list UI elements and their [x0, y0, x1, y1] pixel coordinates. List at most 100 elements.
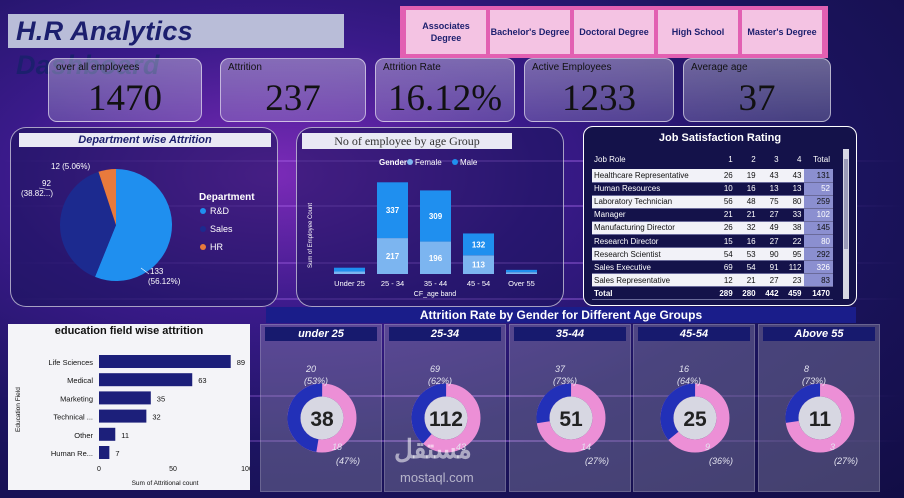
- bar-female[interactable]: [506, 272, 537, 274]
- bar-male[interactable]: [463, 233, 494, 256]
- job-satisfaction-panel: Job Satisfaction Rating Job Role 1 2 3 4…: [583, 126, 857, 306]
- x-tick-label: 50: [169, 466, 177, 473]
- education-bar-chart: Education Field Sum of Attritional count…: [15, 355, 250, 487]
- donut-card: 45-54 25 16 (64%) 9 (36%): [633, 324, 755, 492]
- job-role-cell: Research Scientist: [592, 247, 713, 262]
- donut-header: 25-34: [389, 327, 501, 341]
- x-tick-label: 100: [241, 466, 250, 473]
- kpi-label: Attrition Rate: [383, 62, 441, 73]
- y-tick-label: Other: [74, 431, 93, 440]
- pie-slice-rd[interactable]: [94, 169, 172, 281]
- male-pct-label: (27%): [585, 456, 609, 466]
- female-pct-label: (73%): [802, 376, 826, 386]
- bar-female[interactable]: [334, 271, 365, 274]
- pie-slice-sales[interactable]: [60, 171, 116, 277]
- watermark-arabic: مستقل: [394, 434, 472, 464]
- value-cell: 292: [804, 247, 833, 262]
- bar[interactable]: [99, 373, 193, 387]
- bar-female[interactable]: [377, 238, 408, 274]
- value-cell: 23: [781, 273, 805, 288]
- table-row[interactable]: Sales Executive 69 54 91 112 326: [592, 260, 833, 275]
- legend-swatch-male: [452, 159, 458, 165]
- value-cell: 15: [712, 234, 736, 249]
- table-row[interactable]: Research Scientist 54 53 90 95 292: [592, 247, 833, 262]
- job-role-cell: Healthcare Representative: [592, 169, 713, 183]
- data-label: 196: [429, 254, 443, 263]
- table-row[interactable]: Manager 21 21 27 33 102: [592, 208, 833, 222]
- slicer-option[interactable]: Bachelor's Degree: [490, 10, 570, 54]
- slicer-option[interactable]: Associates Degree: [406, 10, 486, 54]
- value-cell: 19: [735, 169, 759, 183]
- value-cell: 56: [712, 195, 736, 209]
- job-role-cell: Sales Executive: [592, 260, 713, 275]
- column-header[interactable]: Job Role: [594, 154, 626, 164]
- data-label: 132: [472, 240, 486, 249]
- slicer-option[interactable]: Master's Degree: [742, 10, 822, 54]
- bar-male[interactable]: [420, 190, 451, 242]
- male-pct-label: (36%): [709, 456, 733, 466]
- legend-item[interactable]: HR: [210, 242, 223, 252]
- total-cell: 459: [781, 286, 805, 301]
- column-header[interactable]: 1: [728, 154, 733, 164]
- kpi-value: 37: [738, 78, 776, 119]
- data-label: 309: [429, 212, 443, 221]
- scrollbar-thumb[interactable]: [844, 159, 848, 249]
- value-cell: 83: [804, 273, 833, 288]
- age-group-bar-chart: Gender Female Male Sum of Employee Count…: [308, 158, 537, 298]
- pie-slice-hr[interactable]: [98, 169, 116, 225]
- value-cell: 16: [735, 182, 759, 196]
- column-header[interactable]: 3: [774, 154, 779, 164]
- legend-item[interactable]: Sales: [210, 224, 233, 234]
- table-row[interactable]: Research Director 15 16 27 22 80: [592, 234, 833, 249]
- legend-item[interactable]: R&D: [210, 206, 230, 216]
- kpi-active-employees: Active Employees 1233: [524, 58, 674, 122]
- bar[interactable]: [99, 427, 116, 441]
- female-count-label: 8: [804, 364, 809, 374]
- value-cell: 21: [712, 208, 736, 222]
- bar[interactable]: [99, 446, 110, 459]
- value-cell: 10: [712, 182, 736, 196]
- total-cell: 289: [712, 286, 736, 301]
- value-cell: 112: [781, 260, 805, 275]
- donut-male-arc[interactable]: [536, 383, 606, 453]
- donut-total: 25: [683, 408, 707, 431]
- table-row[interactable]: Laboratory Technician 56 48 75 80 259: [592, 195, 833, 209]
- bar[interactable]: [99, 391, 151, 405]
- job-role-cell: Human Resources: [592, 182, 713, 196]
- legend-female[interactable]: Female: [415, 158, 442, 167]
- column-header[interactable]: 4: [797, 154, 802, 164]
- female-pct-label: (53%): [304, 376, 328, 386]
- kpi-value: 1470: [88, 78, 162, 119]
- table-row[interactable]: Sales Representative 12 21 27 23 83: [592, 273, 833, 288]
- donut-card: under 25 38 20 (53%) 18 (47%): [260, 324, 382, 492]
- value-cell: 54: [735, 260, 759, 275]
- donut-male-arc[interactable]: [406, 378, 485, 457]
- gender-attrition-title: Attrition Rate by Gender for Different A…: [266, 307, 856, 323]
- bar-male[interactable]: [377, 182, 408, 239]
- table-scrollbar[interactable]: [843, 149, 849, 299]
- legend-swatch: [200, 208, 206, 214]
- bar-male[interactable]: [506, 269, 537, 273]
- bar[interactable]: [99, 409, 147, 423]
- slicer-option[interactable]: Doctoral Degree: [574, 10, 654, 54]
- kpi-overall-employees: over all employees 1470: [48, 58, 202, 122]
- department-pie-chart: Department R&D Sales HR 12 (5.06%) 92 (38.…: [21, 162, 255, 286]
- bar-male[interactable]: [334, 267, 365, 272]
- donut-card: 35-44 51 37 (73%) 14 (27%): [509, 324, 631, 492]
- table-row[interactable]: Healthcare Representative 26 19 43 43 131: [592, 169, 833, 183]
- value-cell: 69: [712, 260, 736, 275]
- legend-male[interactable]: Male: [460, 158, 478, 167]
- bar-female[interactable]: [463, 255, 494, 274]
- kpi-value: 16.12%: [387, 78, 503, 119]
- male-count-label: 18: [332, 442, 342, 452]
- table-row[interactable]: Human Resources 10 16 13 13 52: [592, 182, 833, 196]
- bar-female[interactable]: [420, 241, 451, 274]
- table-row[interactable]: Manufacturing Director 26 32 49 38 145: [592, 221, 833, 235]
- column-header[interactable]: 2: [751, 154, 756, 164]
- bar[interactable]: [99, 355, 231, 368]
- x-tick-label: 45 - 54: [467, 279, 490, 288]
- female-count-label: 37: [555, 364, 566, 374]
- column-header[interactable]: Total: [813, 154, 830, 164]
- slicer-option[interactable]: High School: [658, 10, 738, 54]
- male-count-label: 3: [830, 442, 835, 452]
